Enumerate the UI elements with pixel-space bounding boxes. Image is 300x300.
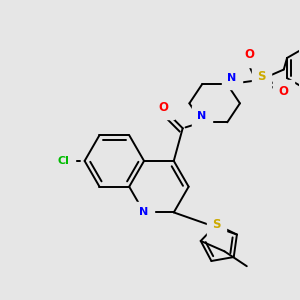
Text: O: O bbox=[244, 48, 255, 61]
Text: N: N bbox=[140, 207, 149, 218]
Text: N: N bbox=[227, 74, 236, 83]
Text: S: S bbox=[212, 218, 221, 231]
Text: O: O bbox=[158, 101, 168, 114]
Text: S: S bbox=[257, 70, 266, 83]
Text: Cl: Cl bbox=[58, 156, 70, 166]
Text: N: N bbox=[197, 111, 207, 122]
Text: O: O bbox=[279, 85, 289, 98]
